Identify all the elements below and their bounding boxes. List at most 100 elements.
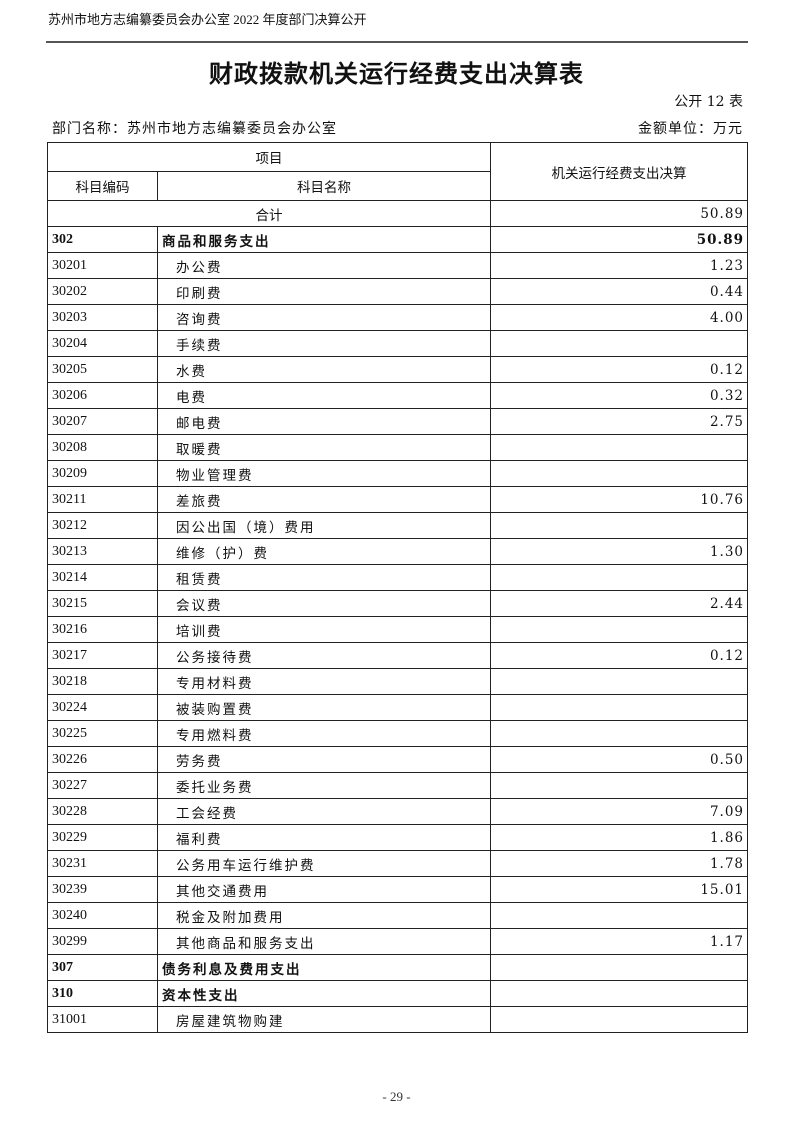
row-name: 房屋建筑物购建	[157, 1006, 491, 1033]
total-row: 合计 50.89	[47, 200, 748, 227]
table-row: 30211 差旅费 10.76	[47, 486, 748, 513]
row-code: 30299	[47, 928, 158, 955]
row-name: 专用材料费	[157, 668, 491, 695]
row-value: 7.09	[490, 798, 748, 825]
row-value	[490, 980, 748, 1007]
table-row: 302 商品和服务支出 50.89	[47, 226, 748, 253]
expenditure-table: 项目 机关运行经费支出决算 科目编码 科目名称 合计 50.89 302 商品和服…	[47, 142, 748, 1033]
row-value	[490, 460, 748, 487]
header-divider	[46, 41, 748, 43]
row-code: 30239	[47, 876, 158, 903]
row-value: 1.86	[490, 824, 748, 851]
row-name: 专用燃料费	[157, 720, 491, 747]
row-code: 30201	[47, 252, 158, 279]
row-code: 30208	[47, 434, 158, 461]
row-name: 其他交通费用	[157, 876, 491, 903]
row-value: 0.12	[490, 642, 748, 669]
row-name: 被装购置费	[157, 694, 491, 721]
row-name: 资本性支出	[157, 980, 491, 1007]
row-code: 30203	[47, 304, 158, 331]
row-code: 31001	[47, 1006, 158, 1033]
row-value: 15.01	[490, 876, 748, 903]
running-header: 苏州市地方志编纂委员会办公室 2022 年度部门决算公开	[48, 12, 367, 27]
table-row: 30203 咨询费 4.00	[47, 304, 748, 331]
row-value: 1.23	[490, 252, 748, 279]
row-code: 30211	[47, 486, 158, 513]
table-row: 30239 其他交通费用 15.01	[47, 876, 748, 903]
table-row: 30231 公务用车运行维护费 1.78	[47, 850, 748, 877]
table-row: 30218 专用材料费	[47, 668, 748, 695]
row-value: 2.75	[490, 408, 748, 435]
row-name: 手续费	[157, 330, 491, 357]
table-number: 公开 12 表	[674, 94, 743, 110]
table-row: 307 债务利息及费用支出	[47, 954, 748, 981]
row-value	[490, 668, 748, 695]
row-name: 培训费	[157, 616, 491, 643]
table-row: 30208 取暖费	[47, 434, 748, 461]
row-name: 邮电费	[157, 408, 491, 435]
row-value	[490, 564, 748, 591]
row-code: 30213	[47, 538, 158, 565]
row-code: 307	[47, 954, 158, 981]
row-value	[490, 694, 748, 721]
header-name: 科目名称	[157, 171, 491, 201]
table-row: 30206 电费 0.32	[47, 382, 748, 409]
table-row: 30226 劳务费 0.50	[47, 746, 748, 773]
table-row: 30212 因公出国（境）费用	[47, 512, 748, 539]
table-row: 31001 房屋建筑物购建	[47, 1006, 748, 1033]
row-code: 30214	[47, 564, 158, 591]
table-row: 30202 印刷费 0.44	[47, 278, 748, 305]
row-value: 1.30	[490, 538, 748, 565]
table-row: 30214 租赁费	[47, 564, 748, 591]
row-value	[490, 720, 748, 747]
row-code: 30212	[47, 512, 158, 539]
table-row: 30240 税金及附加费用	[47, 902, 748, 929]
row-value: 10.76	[490, 486, 748, 513]
row-value	[490, 954, 748, 981]
header-row: 科目编码 科目名称	[47, 171, 748, 201]
row-code: 30224	[47, 694, 158, 721]
row-name: 公务接待费	[157, 642, 491, 669]
row-name: 委托业务费	[157, 772, 491, 799]
table-row: 30207 邮电费 2.75	[47, 408, 748, 435]
row-name: 会议费	[157, 590, 491, 617]
table-row: 310 资本性支出	[47, 980, 748, 1007]
row-name: 印刷费	[157, 278, 491, 305]
table-row: 30209 物业管理费	[47, 460, 748, 487]
table-row: 30216 培训费	[47, 616, 748, 643]
row-value: 4.00	[490, 304, 748, 331]
row-value: 0.12	[490, 356, 748, 383]
row-name: 商品和服务支出	[157, 226, 491, 253]
row-value: 0.44	[490, 278, 748, 305]
row-name: 工会经费	[157, 798, 491, 825]
row-value	[490, 434, 748, 461]
table-row: 30225 专用燃料费	[47, 720, 748, 747]
row-name: 咨询费	[157, 304, 491, 331]
header-code: 科目编码	[47, 171, 158, 201]
row-name: 维修（护）费	[157, 538, 491, 565]
total-value: 50.89	[490, 200, 748, 227]
header-value: 机关运行经费支出决算	[490, 142, 748, 201]
row-name: 公务用车运行维护费	[157, 850, 491, 877]
row-code: 30216	[47, 616, 158, 643]
row-code: 30228	[47, 798, 158, 825]
row-code: 30229	[47, 824, 158, 851]
row-value: 1.78	[490, 850, 748, 877]
row-code: 30215	[47, 590, 158, 617]
row-name: 电费	[157, 382, 491, 409]
row-value	[490, 772, 748, 799]
department-name: 部门名称：苏州市地方志编纂委员会办公室	[52, 121, 337, 137]
row-name: 租赁费	[157, 564, 491, 591]
row-name: 取暖费	[157, 434, 491, 461]
row-code: 30226	[47, 746, 158, 773]
row-name: 水费	[157, 356, 491, 383]
table-row: 30217 公务接待费 0.12	[47, 642, 748, 669]
total-label: 合计	[47, 200, 491, 227]
row-value: 2.44	[490, 590, 748, 617]
row-code: 30204	[47, 330, 158, 357]
row-value: 50.89	[490, 226, 748, 253]
row-name: 税金及附加费用	[157, 902, 491, 929]
table-row: 30224 被装购置费	[47, 694, 748, 721]
row-name: 物业管理费	[157, 460, 491, 487]
